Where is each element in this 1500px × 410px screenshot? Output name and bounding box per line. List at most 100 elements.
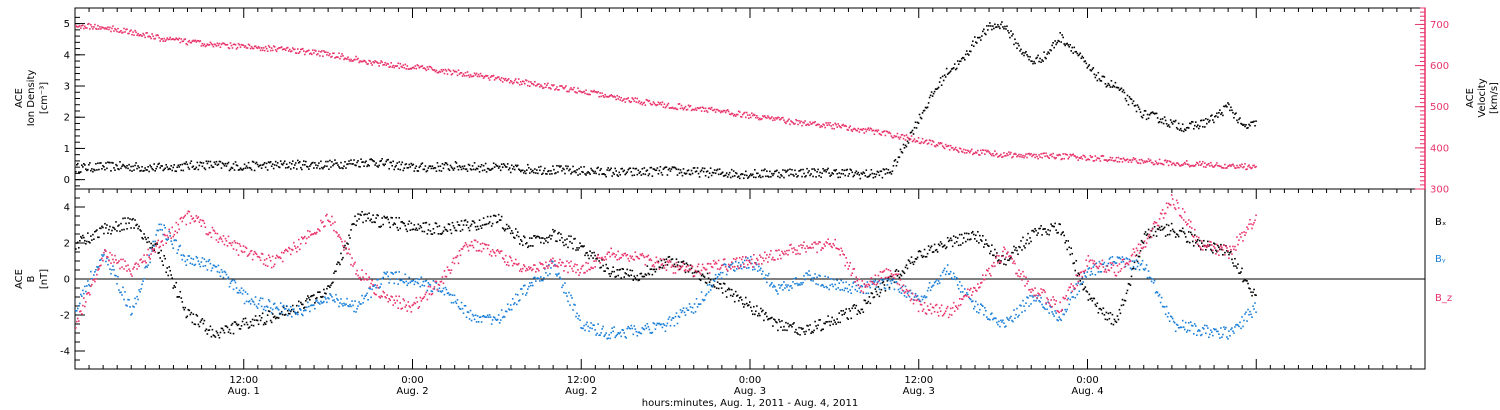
data-point bbox=[991, 154, 993, 157]
data-point bbox=[1215, 164, 1217, 166]
data-point bbox=[1046, 155, 1048, 157]
data-point bbox=[859, 128, 862, 131]
data-point bbox=[493, 78, 496, 81]
data-point bbox=[160, 38, 162, 40]
data-point bbox=[697, 107, 700, 110]
data-point bbox=[253, 303, 256, 306]
data-point bbox=[1014, 38, 1016, 41]
data-point bbox=[239, 291, 242, 294]
data-point bbox=[811, 330, 813, 333]
data-point bbox=[613, 270, 615, 273]
data-point bbox=[707, 107, 710, 110]
data-point bbox=[218, 42, 221, 45]
data-point bbox=[329, 293, 331, 295]
data-point bbox=[942, 245, 945, 247]
data-point bbox=[200, 261, 203, 263]
data-point bbox=[598, 95, 600, 98]
data-point bbox=[1082, 154, 1085, 157]
data-point bbox=[716, 276, 719, 278]
data-point bbox=[211, 44, 214, 46]
data-point bbox=[972, 152, 975, 155]
data-point bbox=[113, 269, 115, 271]
data-point bbox=[1170, 121, 1173, 124]
data-point bbox=[584, 329, 586, 332]
data-point bbox=[674, 315, 677, 318]
data-point bbox=[549, 87, 551, 89]
data-point bbox=[983, 28, 985, 31]
data-point bbox=[620, 167, 623, 170]
data-point bbox=[847, 290, 850, 293]
data-point bbox=[1100, 80, 1103, 82]
data-point bbox=[398, 161, 401, 163]
data-point bbox=[968, 151, 971, 154]
data-point bbox=[174, 286, 177, 288]
data-point bbox=[898, 156, 901, 159]
data-point bbox=[552, 84, 554, 87]
data-point bbox=[657, 323, 660, 325]
data-point bbox=[751, 310, 753, 312]
data-point bbox=[153, 245, 155, 247]
data-point bbox=[202, 44, 205, 47]
data-point bbox=[582, 91, 584, 93]
data-point bbox=[966, 53, 969, 55]
data-point bbox=[519, 170, 522, 173]
data-point bbox=[426, 289, 429, 292]
data-point bbox=[708, 107, 711, 110]
data-point bbox=[261, 312, 264, 315]
data-point bbox=[224, 271, 227, 274]
data-point bbox=[116, 164, 118, 167]
velocity-tick-label: 400 bbox=[1430, 143, 1449, 154]
data-point bbox=[447, 292, 450, 294]
data-point bbox=[276, 307, 279, 310]
data-point bbox=[114, 27, 116, 30]
data-point bbox=[262, 163, 265, 166]
data-point bbox=[1108, 258, 1111, 260]
data-point bbox=[1111, 256, 1114, 258]
data-point bbox=[678, 316, 681, 318]
data-point bbox=[645, 98, 648, 101]
data-point bbox=[819, 126, 821, 129]
data-point bbox=[682, 108, 685, 111]
data-point bbox=[1254, 166, 1256, 169]
data-point bbox=[376, 61, 378, 64]
data-point bbox=[316, 167, 318, 169]
data-point bbox=[1030, 240, 1032, 243]
data-point bbox=[398, 67, 401, 70]
data-point bbox=[1100, 270, 1103, 273]
data-point bbox=[537, 172, 539, 175]
data-point bbox=[933, 145, 936, 147]
data-point bbox=[474, 225, 477, 228]
data-point bbox=[798, 170, 800, 172]
data-point bbox=[259, 164, 262, 166]
data-point bbox=[1077, 54, 1080, 57]
data-point bbox=[775, 321, 777, 323]
data-point bbox=[1091, 156, 1094, 158]
data-point bbox=[863, 172, 866, 174]
data-point bbox=[1048, 157, 1050, 159]
data-point bbox=[411, 228, 414, 231]
data-point bbox=[830, 320, 832, 323]
data-point bbox=[499, 319, 502, 321]
data-point bbox=[391, 164, 394, 167]
data-point bbox=[181, 40, 184, 43]
data-point bbox=[946, 73, 949, 76]
data-point bbox=[392, 160, 395, 163]
data-point bbox=[1212, 119, 1214, 121]
data-point bbox=[325, 51, 327, 54]
data-point bbox=[1164, 119, 1167, 122]
data-point bbox=[673, 166, 676, 169]
data-point bbox=[816, 123, 818, 126]
data-point bbox=[114, 169, 116, 171]
data-point bbox=[508, 227, 511, 229]
data-point bbox=[894, 159, 897, 161]
data-point bbox=[866, 176, 869, 178]
data-point bbox=[567, 90, 569, 93]
data-point bbox=[773, 318, 775, 321]
data-point bbox=[1115, 262, 1118, 264]
data-point bbox=[540, 241, 542, 244]
data-point bbox=[736, 176, 739, 178]
data-point bbox=[982, 305, 984, 307]
data-point bbox=[257, 303, 260, 305]
data-point bbox=[711, 285, 714, 288]
data-point bbox=[332, 52, 334, 55]
